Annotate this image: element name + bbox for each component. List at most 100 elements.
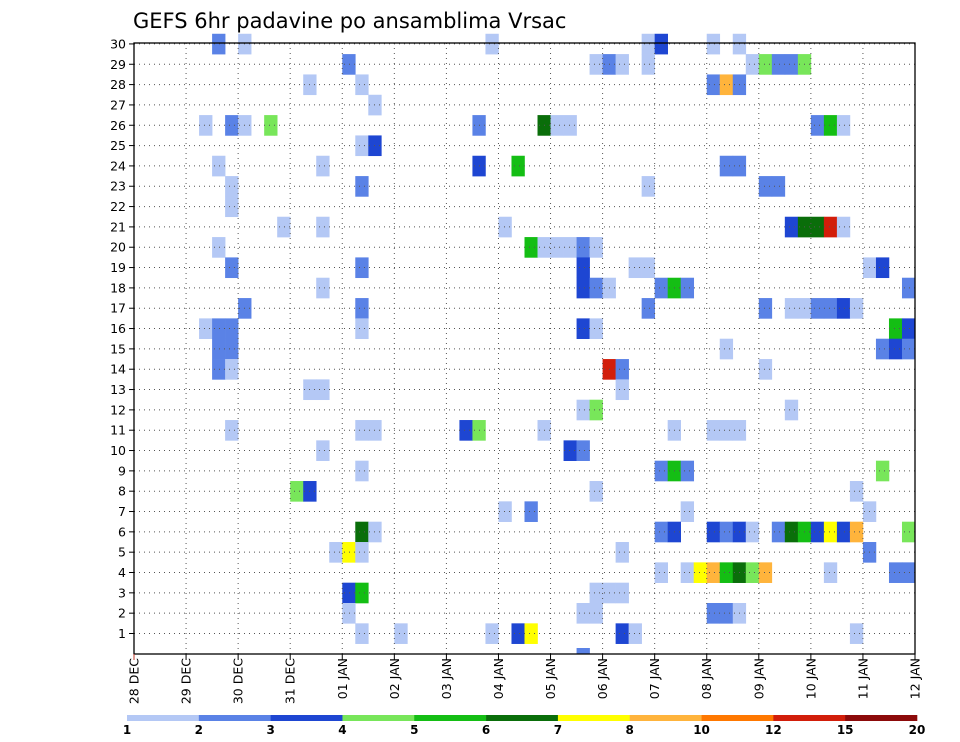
data-cell <box>680 501 695 522</box>
data-cell <box>498 501 512 522</box>
chart-title: GEFS 6hr padavine po ansamblima Vrsac <box>133 9 566 33</box>
data-cell <box>836 115 851 136</box>
x-tick-label: 29 DEC <box>179 658 194 704</box>
y-tick-label: 2 <box>118 606 126 621</box>
x-axis: 28 DEC 29 DEC 30 DEC 31 DEC 01 JAN 02 JAN 03 J… <box>127 654 923 704</box>
data-cell <box>589 481 603 502</box>
data-cell <box>524 501 538 522</box>
data-cell <box>225 257 239 279</box>
colorbar-label: 10 <box>693 723 710 737</box>
data-cell <box>316 155 330 177</box>
data-cell <box>576 399 590 421</box>
data-cell <box>706 420 721 441</box>
data-cell <box>524 623 538 644</box>
data-cell <box>355 623 369 644</box>
data-cell <box>264 115 278 136</box>
data-cell <box>589 237 603 258</box>
x-tick-label: 09 JAN <box>751 658 766 699</box>
data-cell <box>719 562 734 583</box>
data-cell <box>849 298 864 319</box>
y-axis: 1234567891011121314151617181920212223242… <box>110 36 134 641</box>
data-cell <box>641 298 655 319</box>
y-tick-label: 21 <box>110 219 126 234</box>
y-tick-label: 28 <box>110 77 126 92</box>
data-cell <box>342 542 356 563</box>
data-cell <box>355 521 369 543</box>
x-tick-label: 11 JAN <box>855 658 870 699</box>
data-cell <box>459 420 473 441</box>
data-cell <box>485 33 499 55</box>
data-cell <box>888 562 903 583</box>
y-tick-label: 23 <box>110 179 126 194</box>
colorbar-label: 7 <box>554 723 562 737</box>
colorbar-label: 20 <box>909 723 926 737</box>
y-tick-label: 14 <box>110 362 126 377</box>
data-cell <box>901 318 916 340</box>
data-cell <box>680 277 695 299</box>
data-cell <box>706 562 721 583</box>
data-cell <box>485 623 499 644</box>
y-tick-label: 25 <box>110 138 126 153</box>
data-cell <box>212 318 226 340</box>
data-cell <box>810 521 825 543</box>
data-cell <box>290 481 304 502</box>
data-cell <box>784 216 799 238</box>
data-cell <box>719 521 734 543</box>
x-tick-label: 02 JAN <box>387 658 402 699</box>
y-tick-label: 11 <box>110 423 126 438</box>
data-cell <box>758 54 773 75</box>
data-cell <box>706 521 721 543</box>
y-tick-label: 20 <box>110 240 126 255</box>
data-cell <box>355 542 369 563</box>
data-cell <box>342 603 356 624</box>
data-cell <box>719 420 734 441</box>
y-tick-label: 17 <box>110 301 126 316</box>
y-tick-label: 29 <box>110 57 126 72</box>
data-cell <box>355 135 369 157</box>
data-cell <box>225 115 239 136</box>
data-cell <box>641 54 655 75</box>
data-cell <box>745 54 760 75</box>
data-cell <box>849 623 864 644</box>
y-tick-label: 19 <box>110 260 126 275</box>
data-cell <box>758 359 773 380</box>
data-cell <box>771 176 786 197</box>
data-cell <box>355 318 369 340</box>
data-cell <box>589 582 603 604</box>
data-cell <box>784 54 799 75</box>
data-cell <box>758 298 773 319</box>
data-cell <box>225 420 239 441</box>
data-cell <box>654 562 668 583</box>
data-cell <box>576 237 590 258</box>
colorbar-swatch <box>557 715 631 721</box>
data-cell <box>875 460 890 482</box>
data-cell <box>355 582 369 604</box>
y-tick-label: 30 <box>110 36 126 51</box>
data-cell <box>355 460 369 482</box>
data-cell <box>329 542 343 563</box>
data-cell <box>563 237 577 258</box>
data-cell <box>589 318 603 340</box>
data-cell <box>576 257 590 279</box>
data-cell <box>836 216 851 238</box>
y-tick-label: 10 <box>110 443 126 458</box>
grid-lines <box>134 43 915 654</box>
data-cell <box>719 603 734 624</box>
data-cell <box>784 399 799 421</box>
data-cell <box>836 521 851 543</box>
colorbar-label: 5 <box>410 723 418 737</box>
data-cell <box>342 54 356 75</box>
colorbar-swatch <box>701 715 774 721</box>
data-cell <box>589 54 603 75</box>
x-tick-label: 28 DEC <box>127 658 142 704</box>
data-cell <box>901 562 916 583</box>
data-cell <box>758 176 773 197</box>
data-cell <box>680 460 695 482</box>
data-cell <box>888 318 903 340</box>
colorbar-swatch <box>342 715 415 721</box>
data-cell <box>199 318 213 340</box>
data-cell <box>823 115 838 136</box>
colorbar-label: 15 <box>837 723 854 737</box>
data-cell <box>706 33 721 55</box>
